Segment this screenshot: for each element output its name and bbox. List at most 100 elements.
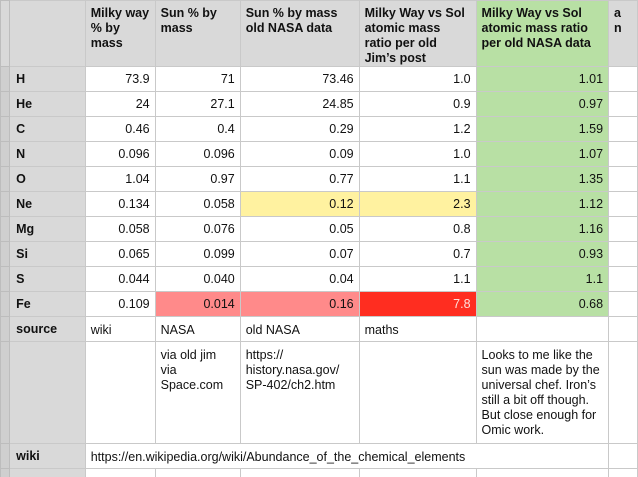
element-label[interactable]: Fe xyxy=(9,291,86,317)
cell-empty[interactable] xyxy=(608,116,638,142)
cell-sun[interactable]: 0.040 xyxy=(154,266,241,292)
cell-nasa[interactable]: 24.85 xyxy=(239,91,360,117)
cell-empty[interactable] xyxy=(608,166,638,192)
cell-ratio[interactable]: 1.35 xyxy=(475,166,610,192)
cell-nasa[interactable]: 73.46 xyxy=(239,66,360,92)
cell-mw[interactable]: 1.04 xyxy=(84,166,156,192)
row-handle[interactable] xyxy=(0,241,11,267)
cell-empty[interactable] xyxy=(154,468,241,477)
notes-label[interactable] xyxy=(9,341,86,444)
note-ratio[interactable]: Looks to me like the sun was made by the… xyxy=(475,341,610,444)
row-handle[interactable] xyxy=(0,468,11,477)
cell-mw[interactable]: 0.46 xyxy=(84,116,156,142)
corner-cell[interactable] xyxy=(9,0,86,67)
row-handle[interactable] xyxy=(0,66,11,92)
cell-jim[interactable]: 1.0 xyxy=(358,66,477,92)
cell-ratio[interactable]: 1.12 xyxy=(475,191,610,217)
header-next-col[interactable]: a n xyxy=(608,0,638,67)
cell-sun[interactable]: 0.4 xyxy=(154,116,241,142)
cell-ratio[interactable]: 1.07 xyxy=(475,141,610,167)
cell-ratio[interactable]: 1.01 xyxy=(475,66,610,92)
cell-empty[interactable] xyxy=(608,141,638,167)
cell-mw[interactable]: 73.9 xyxy=(84,66,156,92)
row-handle[interactable] xyxy=(0,141,11,167)
cell-nasa[interactable]: 0.04 xyxy=(239,266,360,292)
cell-nasa[interactable]: 0.09 xyxy=(239,141,360,167)
cell-nasa[interactable]: 0.07 xyxy=(239,241,360,267)
cell-empty[interactable] xyxy=(84,341,156,444)
note-sun[interactable]: via old jim via Space.com xyxy=(154,341,241,444)
element-label[interactable]: Ne xyxy=(9,191,86,217)
cell-sun[interactable]: 0.058 xyxy=(154,191,241,217)
cell-ratio[interactable]: 0.93 xyxy=(475,241,610,267)
cell-mw[interactable]: 0.134 xyxy=(84,191,156,217)
header-ratio-nasa[interactable]: Milky Way vs Sol atomic mass ratio per o… xyxy=(475,0,610,67)
cell-empty[interactable] xyxy=(475,316,610,342)
cell-empty[interactable] xyxy=(358,341,477,444)
header-milky-way-pct[interactable]: Milky way % by mass xyxy=(84,0,156,67)
cell-mw[interactable]: 0.096 xyxy=(84,141,156,167)
element-label[interactable]: Si xyxy=(9,241,86,267)
cell-ratio[interactable]: 1.59 xyxy=(475,116,610,142)
cell-ratio[interactable]: 0.68 xyxy=(475,291,610,317)
wiki-label[interactable]: wiki xyxy=(9,443,86,469)
row-handle[interactable] xyxy=(0,116,11,142)
cell-empty[interactable] xyxy=(608,316,638,342)
cell-sun[interactable]: 71 xyxy=(154,66,241,92)
row-handle[interactable] xyxy=(0,191,11,217)
cell-mw[interactable]: 0.065 xyxy=(84,241,156,267)
cell-jim[interactable]: 2.3 xyxy=(358,191,477,217)
cell-jim[interactable]: 1.1 xyxy=(358,166,477,192)
cell-ratio[interactable]: 1.16 xyxy=(475,216,610,242)
cell-sun[interactable]: 0.076 xyxy=(154,216,241,242)
cell-empty[interactable] xyxy=(358,468,477,477)
cell-mw[interactable]: 0.058 xyxy=(84,216,156,242)
cell-mw[interactable]: 0.044 xyxy=(84,266,156,292)
row-handle[interactable] xyxy=(0,0,11,67)
wiki-url[interactable]: https://en.wikipedia.org/wiki/Abundance_… xyxy=(84,443,610,469)
cell-jim[interactable]: 0.9 xyxy=(358,91,477,117)
element-label[interactable]: Mg xyxy=(9,216,86,242)
cell-nasa[interactable]: 0.05 xyxy=(239,216,360,242)
source-label[interactable]: source xyxy=(9,316,86,342)
cell-empty[interactable] xyxy=(608,341,638,444)
source-sun[interactable]: NASA xyxy=(154,316,241,342)
cell-jim[interactable]: 0.8 xyxy=(358,216,477,242)
empty-label[interactable] xyxy=(9,468,86,477)
cell-jim[interactable]: 7.8 xyxy=(358,291,477,317)
cell-empty[interactable] xyxy=(239,468,360,477)
cell-jim[interactable]: 1.1 xyxy=(358,266,477,292)
cell-empty[interactable] xyxy=(608,443,638,469)
cell-nasa[interactable]: 0.29 xyxy=(239,116,360,142)
cell-sun[interactable]: 0.099 xyxy=(154,241,241,267)
row-handle[interactable] xyxy=(0,443,11,469)
cell-empty[interactable] xyxy=(608,468,638,477)
cell-nasa[interactable]: 0.12 xyxy=(239,191,360,217)
cell-empty[interactable] xyxy=(608,241,638,267)
header-ratio-jim[interactable]: Milky Way vs Sol atomic mass ratio per o… xyxy=(358,0,477,67)
header-sun-nasa[interactable]: Sun % by mass old NASA data xyxy=(239,0,360,67)
note-nasa[interactable]: https:// history.nasa.gov/ SP-402/ch2.ht… xyxy=(239,341,360,444)
row-handle[interactable] xyxy=(0,216,11,242)
cell-mw[interactable]: 24 xyxy=(84,91,156,117)
cell-empty[interactable] xyxy=(84,468,156,477)
cell-empty[interactable] xyxy=(475,468,610,477)
cell-empty[interactable] xyxy=(608,216,638,242)
element-label[interactable]: H xyxy=(9,66,86,92)
cell-sun[interactable]: 0.096 xyxy=(154,141,241,167)
row-handle[interactable] xyxy=(0,341,11,444)
row-handle[interactable] xyxy=(0,266,11,292)
element-label[interactable]: O xyxy=(9,166,86,192)
element-label[interactable]: He xyxy=(9,91,86,117)
element-label[interactable]: C xyxy=(9,116,86,142)
cell-empty[interactable] xyxy=(608,266,638,292)
cell-empty[interactable] xyxy=(608,191,638,217)
cell-jim[interactable]: 1.2 xyxy=(358,116,477,142)
row-handle[interactable] xyxy=(0,91,11,117)
cell-sun[interactable]: 0.014 xyxy=(154,291,241,317)
element-label[interactable]: S xyxy=(9,266,86,292)
cell-jim[interactable]: 0.7 xyxy=(358,241,477,267)
cell-ratio[interactable]: 0.97 xyxy=(475,91,610,117)
cell-nasa[interactable]: 0.16 xyxy=(239,291,360,317)
cell-empty[interactable] xyxy=(608,291,638,317)
